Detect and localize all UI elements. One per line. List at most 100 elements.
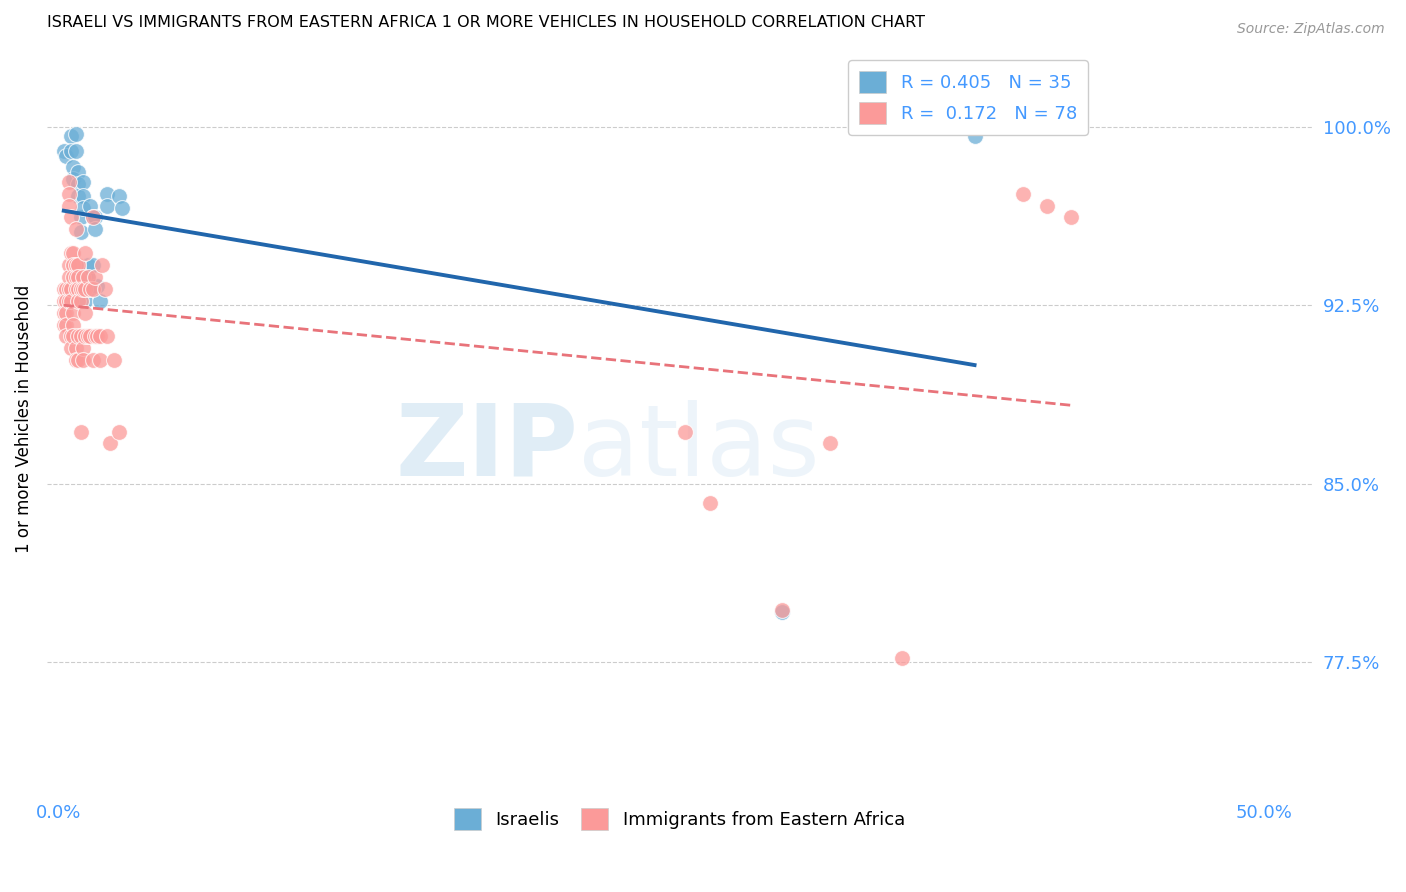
Point: [76, 269, 98, 284]
Point: [891, 650, 914, 665]
Point: [55, 293, 77, 308]
Point: [79, 329, 101, 343]
Point: [82, 353, 104, 368]
Point: [59, 282, 82, 296]
Point: [62, 329, 84, 343]
Point: [67, 282, 90, 296]
Point: [76, 282, 98, 296]
Point: [108, 425, 131, 439]
Point: [82, 211, 104, 225]
Point: [89, 329, 111, 343]
Point: [75, 279, 97, 293]
Point: [52, 144, 75, 158]
Point: [67, 189, 90, 203]
Point: [59, 293, 82, 308]
Point: [818, 436, 841, 450]
Point: [67, 353, 90, 368]
Point: [65, 258, 87, 272]
Point: [62, 172, 84, 186]
Point: [75, 305, 97, 319]
Point: [62, 269, 84, 284]
Point: [89, 353, 111, 368]
Point: [76, 258, 98, 272]
Point: [65, 269, 87, 284]
Point: [82, 258, 104, 272]
Text: ZIP: ZIP: [395, 400, 578, 497]
Point: [72, 175, 94, 189]
Point: [52, 282, 75, 296]
Point: [67, 329, 90, 343]
Point: [69, 293, 91, 308]
Point: [59, 211, 82, 225]
Point: [1011, 186, 1033, 201]
Point: [65, 353, 87, 368]
Point: [72, 341, 94, 355]
Point: [58, 269, 80, 284]
Point: [69, 282, 91, 296]
Point: [62, 161, 84, 175]
Point: [69, 425, 91, 439]
Point: [62, 246, 84, 260]
Point: [72, 353, 94, 368]
Point: [86, 329, 108, 343]
Point: [72, 201, 94, 215]
Text: Source: ZipAtlas.com: Source: ZipAtlas.com: [1237, 22, 1385, 37]
Point: [58, 175, 80, 189]
Point: [82, 211, 104, 225]
Point: [58, 258, 80, 272]
Point: [110, 201, 132, 215]
Point: [67, 165, 90, 179]
Point: [58, 282, 80, 296]
Point: [699, 496, 721, 510]
Text: ISRAELI VS IMMIGRANTS FROM EASTERN AFRICA 1 OR MORE VEHICLES IN HOUSEHOLD CORREL: ISRAELI VS IMMIGRANTS FROM EASTERN AFRIC…: [46, 15, 925, 30]
Point: [91, 258, 114, 272]
Legend: Israelis, Immigrants from Eastern Africa: Israelis, Immigrants from Eastern Africa: [447, 800, 912, 837]
Point: [84, 222, 107, 236]
Point: [55, 282, 77, 296]
Point: [65, 282, 87, 296]
Point: [84, 211, 107, 225]
Point: [75, 268, 97, 282]
Point: [67, 293, 90, 308]
Point: [55, 329, 77, 343]
Point: [59, 329, 82, 343]
Point: [59, 341, 82, 355]
Point: [72, 269, 94, 284]
Point: [79, 282, 101, 296]
Point: [67, 269, 90, 284]
Point: [55, 318, 77, 332]
Point: [65, 144, 87, 158]
Point: [963, 129, 986, 144]
Point: [59, 246, 82, 260]
Point: [86, 279, 108, 293]
Point: [65, 127, 87, 141]
Point: [62, 318, 84, 332]
Point: [72, 282, 94, 296]
Y-axis label: 1 or more Vehicles in Household: 1 or more Vehicles in Household: [15, 285, 32, 553]
Point: [79, 198, 101, 212]
Point: [69, 329, 91, 343]
Point: [96, 198, 118, 212]
Point: [84, 269, 107, 284]
Point: [96, 186, 118, 201]
Point: [75, 246, 97, 260]
Point: [1036, 198, 1059, 212]
Point: [1060, 211, 1083, 225]
Text: atlas: atlas: [578, 400, 820, 497]
Point: [52, 305, 75, 319]
Point: [96, 329, 118, 343]
Point: [72, 189, 94, 203]
Point: [65, 341, 87, 355]
Point: [76, 329, 98, 343]
Point: [84, 329, 107, 343]
Point: [58, 186, 80, 201]
Point: [69, 225, 91, 239]
Point: [62, 305, 84, 319]
Point: [98, 436, 121, 450]
Point: [58, 198, 80, 212]
Point: [93, 282, 115, 296]
Point: [770, 606, 793, 620]
Point: [75, 293, 97, 308]
Point: [67, 177, 90, 191]
Point: [770, 603, 793, 617]
